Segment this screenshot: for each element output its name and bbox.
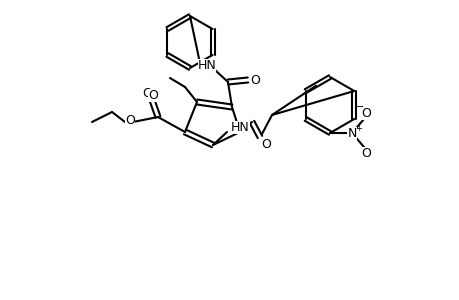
- Text: O: O: [250, 74, 259, 86]
- Text: O: O: [125, 113, 134, 127]
- Text: HN: HN: [230, 121, 249, 134]
- Text: O: O: [261, 137, 270, 151]
- Text: +: +: [355, 124, 362, 133]
- Text: O: O: [148, 88, 157, 101]
- Text: HN: HN: [197, 58, 216, 71]
- Text: −: −: [355, 102, 363, 112]
- Text: O: O: [360, 106, 370, 119]
- Text: S: S: [240, 123, 249, 137]
- Text: O: O: [142, 86, 151, 100]
- Text: N: N: [347, 127, 356, 140]
- Text: O: O: [360, 146, 370, 160]
